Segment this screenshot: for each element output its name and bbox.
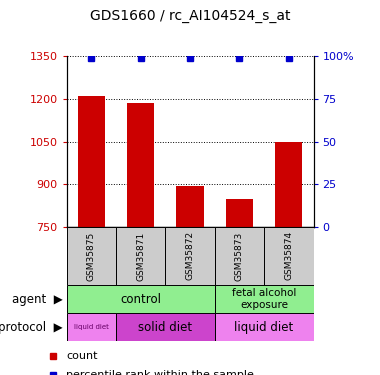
Bar [226,199,253,227]
Text: percentile rank within the sample: percentile rank within the sample [66,369,254,375]
Bar [66,227,116,285]
Text: liquid diet: liquid diet [234,321,294,334]
Text: GSM35874: GSM35874 [284,231,293,280]
Text: liquid diet: liquid diet [74,324,109,330]
Bar [215,313,314,341]
Text: GDS1660 / rc_AI104524_s_at: GDS1660 / rc_AI104524_s_at [90,9,290,23]
Text: solid diet: solid diet [138,321,192,334]
Text: GSM35872: GSM35872 [185,231,195,280]
Bar [264,227,313,285]
Bar [215,227,264,285]
Text: GSM35873: GSM35873 [235,231,244,280]
Text: protocol  ▶: protocol ▶ [0,321,63,334]
Text: agent  ▶: agent ▶ [12,292,63,306]
Bar [176,186,204,227]
Bar [66,285,215,313]
Text: GSM35871: GSM35871 [136,231,145,280]
Bar [116,313,215,341]
Bar [275,141,302,227]
Text: GSM35875: GSM35875 [87,231,96,280]
Bar [116,227,165,285]
Bar [78,96,105,227]
Text: control: control [120,292,161,306]
Bar [66,313,116,341]
Bar [215,285,314,313]
Text: fetal alcohol
exposure: fetal alcohol exposure [232,288,296,310]
Bar [165,227,215,285]
Text: count: count [66,351,98,361]
Bar [127,103,154,227]
